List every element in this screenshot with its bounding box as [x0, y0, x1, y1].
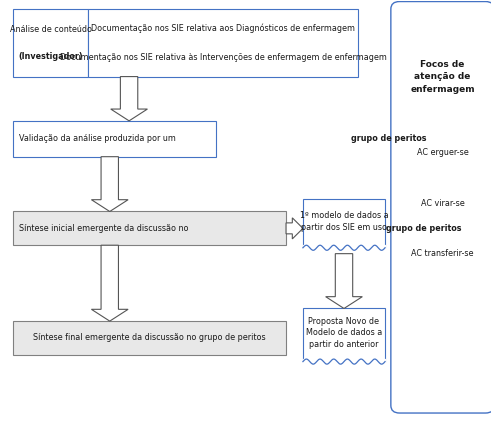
FancyBboxPatch shape: [13, 9, 88, 77]
FancyBboxPatch shape: [13, 212, 286, 245]
Polygon shape: [92, 157, 128, 212]
Polygon shape: [326, 254, 362, 308]
Polygon shape: [92, 245, 128, 321]
Text: Síntese final emergente da discussão no grupo de peritos: Síntese final emergente da discussão no …: [33, 333, 266, 343]
Text: Documentação nos SIE relativa às Intervenções de enfermagem de enfermagem: Documentação nos SIE relativa às Interve…: [60, 53, 387, 62]
Text: grupo de peritos: grupo de peritos: [351, 134, 427, 143]
FancyBboxPatch shape: [391, 2, 492, 413]
FancyBboxPatch shape: [13, 121, 216, 157]
FancyBboxPatch shape: [13, 321, 286, 355]
FancyBboxPatch shape: [303, 199, 385, 248]
Text: (Investigador): (Investigador): [18, 52, 83, 61]
Bar: [304, 359, 385, 364]
Text: Focos de
atenção de
enfermagem: Focos de atenção de enfermagem: [410, 60, 475, 93]
FancyBboxPatch shape: [303, 308, 385, 362]
Text: AC erguer-se: AC erguer-se: [417, 148, 468, 157]
Text: grupo de peritos: grupo de peritos: [386, 224, 461, 233]
Text: Proposta Novo de
Modelo de dados a
partir do anterior: Proposta Novo de Modelo de dados a parti…: [306, 317, 382, 349]
Text: AC virar-se: AC virar-se: [421, 198, 464, 208]
Text: Validação da análise produzida por um: Validação da análise produzida por um: [19, 134, 178, 143]
Text: Documentação nos SIE relativa aos Diagnósticos de enfermagem: Documentação nos SIE relativa aos Diagnó…: [91, 23, 355, 33]
Bar: [304, 245, 385, 250]
Text: Síntese inicial emergente da discussão no: Síntese inicial emergente da discussão n…: [19, 224, 191, 233]
Polygon shape: [111, 77, 148, 121]
Text: AC transferir-se: AC transferir-se: [411, 249, 474, 258]
Text: Análise de conteúdo: Análise de conteúdo: [9, 25, 92, 34]
FancyBboxPatch shape: [88, 9, 359, 77]
Polygon shape: [286, 218, 303, 239]
Text: 1º modelo de dados a
partir dos SIE em uso: 1º modelo de dados a partir dos SIE em u…: [300, 211, 388, 232]
